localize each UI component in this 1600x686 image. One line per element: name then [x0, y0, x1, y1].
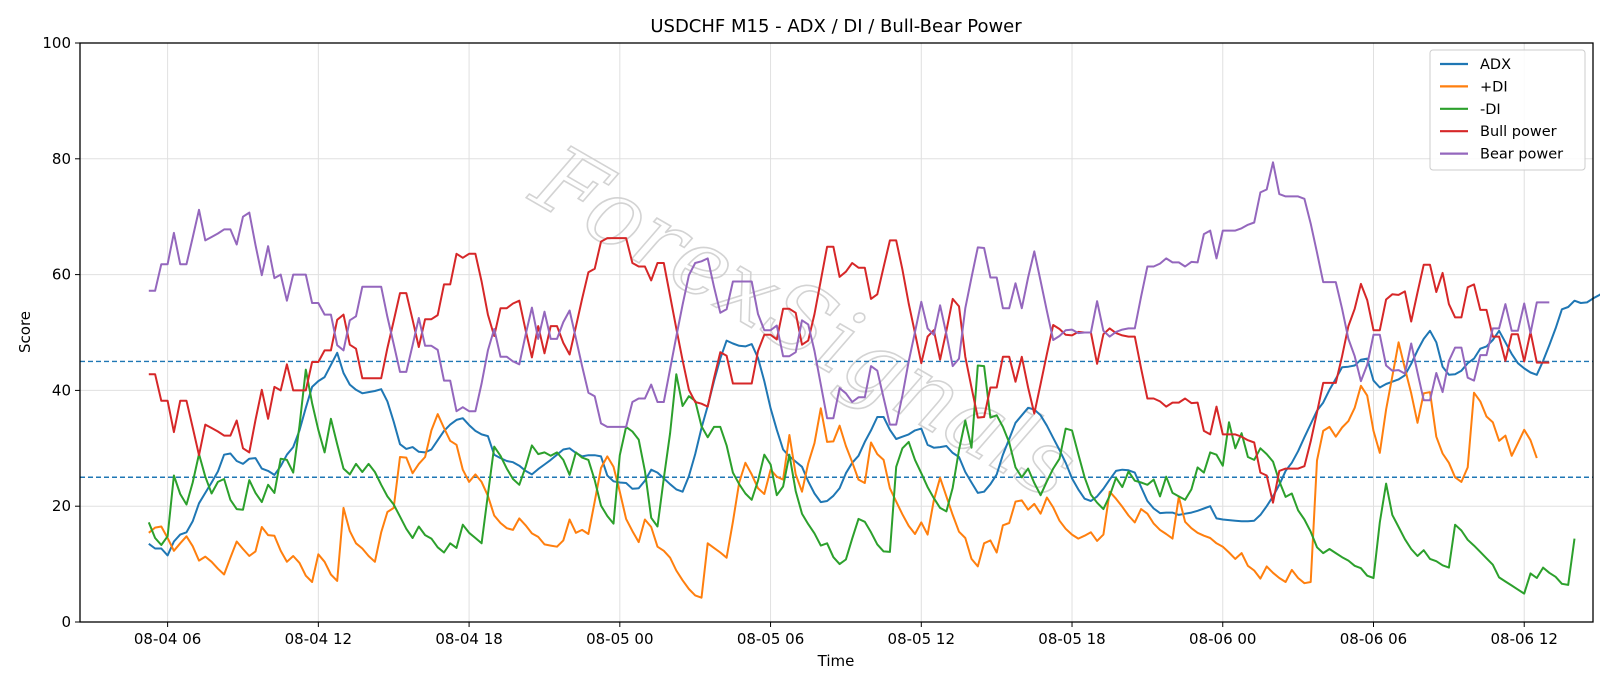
y-axis-label: Score: [16, 311, 34, 353]
series-line-bull-power: [148, 237, 1550, 504]
x-axis-ticks: 08-04 06 08-04 12 08-04 18 08-05 00 08-05 06…: [134, 622, 1558, 648]
legend-label: Bear power: [1480, 147, 1563, 163]
x-tick-label: 08-05 00: [586, 630, 653, 648]
series-line-di: [147, 364, 1576, 595]
legend-box: [1429, 49, 1586, 171]
x-tick-label: 08-04 12: [285, 630, 352, 648]
x-tick-label: 08-06 06: [1340, 630, 1407, 648]
y-tick-label: 80: [52, 150, 71, 168]
y-axis-ticks: 0 20 40 60 80 100: [42, 34, 80, 631]
x-axis-label: Time: [817, 652, 855, 670]
series-lines: [147, 161, 1600, 599]
y-tick-label: 20: [52, 497, 71, 515]
plot-frame: [79, 42, 1594, 623]
x-tick-label: 08-06 12: [1491, 630, 1558, 648]
x-tick-label: 08-05 12: [888, 630, 955, 648]
x-tick-label: 08-05 18: [1038, 630, 1105, 648]
x-tick-label: 08-06 00: [1189, 630, 1256, 648]
series-line-di: [148, 341, 1538, 599]
legend-label: ADX: [1480, 57, 1511, 73]
y-tick-label: 40: [52, 381, 71, 399]
legend[interactable]: ADX +DI -DI Bull power Bear power: [1429, 49, 1586, 171]
y-tick-label: 60: [52, 266, 71, 284]
legend-label: +DI: [1480, 79, 1508, 95]
x-tick-label: 08-04 06: [134, 630, 201, 648]
y-tick-label: 100: [42, 34, 71, 52]
x-tick-label: 08-05 06: [737, 630, 804, 648]
series-line-bear-power: [148, 161, 1550, 428]
legend-label: Bull power: [1480, 124, 1557, 140]
legend-label: -DI: [1480, 102, 1501, 118]
chart-title: USDCHF M15 - ADX / DI / Bull-Bear Power: [650, 16, 1022, 37]
y-tick-label: 0: [61, 613, 71, 631]
x-tick-label: 08-04 18: [435, 630, 502, 648]
